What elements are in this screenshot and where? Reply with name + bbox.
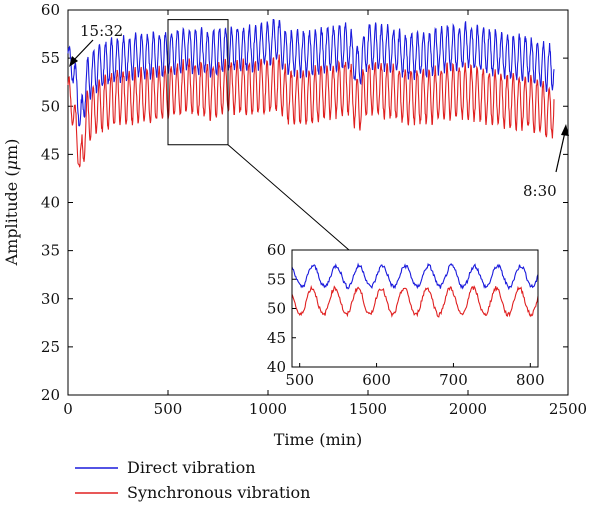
end-arrow-head	[561, 124, 569, 136]
y-tick-label: 45	[41, 145, 60, 163]
y-tick-label: 50	[41, 97, 60, 115]
start-arrow-head	[69, 56, 78, 67]
x-tick-label: 2000	[449, 400, 487, 418]
inset-y-tick-label: 45	[267, 329, 286, 347]
y-tick-label: 55	[41, 49, 60, 67]
inset-x-tick-label: 500	[285, 371, 314, 389]
x-tick-label: 500	[154, 400, 183, 418]
inset-y-tick-label: 55	[267, 270, 286, 288]
zoom-window	[167, 19, 229, 146]
x-tick-label: 0	[63, 400, 73, 418]
end-arrow-shaft	[555, 131, 566, 173]
y-tick-label: 35	[41, 242, 60, 260]
inset-x-tick-label: 600	[362, 371, 391, 389]
legend-label-direct: Direct vibration	[127, 458, 256, 477]
inset-y-tick-label: 50	[267, 300, 286, 318]
x-tick-label: 2500	[549, 400, 587, 418]
inset-x-tick-label: 800	[516, 371, 545, 389]
x-tick-label: 1000	[249, 400, 287, 418]
zoom-connector	[227, 144, 350, 251]
legend-label-synchronous: Synchronous vibration	[127, 483, 310, 502]
y-tick-label: 25	[41, 338, 60, 356]
inset-y-tick-label: 40	[267, 358, 286, 376]
inset-series-line-1	[291, 284, 539, 318]
y-tick-label: 30	[41, 290, 60, 308]
y-tick-label: 40	[41, 194, 60, 212]
inset-series-line-0	[291, 262, 539, 291]
y-axis-label-suffix: m)	[2, 139, 21, 160]
inset-ticks: 500 600 700 800 40 45 50 55 60	[267, 241, 545, 389]
y-tick-label: 20	[41, 386, 60, 404]
inset-x-tick-label: 700	[439, 371, 468, 389]
y-axis-label-mu: μ	[2, 160, 21, 170]
end-time-annotation: 8:30	[523, 182, 557, 200]
start-time-annotation: 15:32	[80, 22, 123, 40]
y-tick-label: 60	[41, 1, 60, 19]
series-line-0	[67, 18, 555, 127]
start-arrow-shaft	[72, 39, 94, 62]
y-axis-label-prefix: Amplitude (	[2, 170, 21, 266]
y-axis-label: Amplitude (μm)	[2, 139, 21, 267]
inset-y-tick-label: 60	[267, 241, 286, 259]
series-line-1	[67, 54, 555, 168]
x-axis-label: Time (min)	[274, 430, 363, 449]
inset-background	[292, 250, 538, 367]
x-tick-label: 1500	[349, 400, 387, 418]
main-ticks: 0 500 1000 1500 2000 2500 20 25 30 35 40 45 50 55 60	[41, 1, 587, 418]
inset-series	[291, 262, 539, 318]
main-series	[67, 18, 555, 168]
